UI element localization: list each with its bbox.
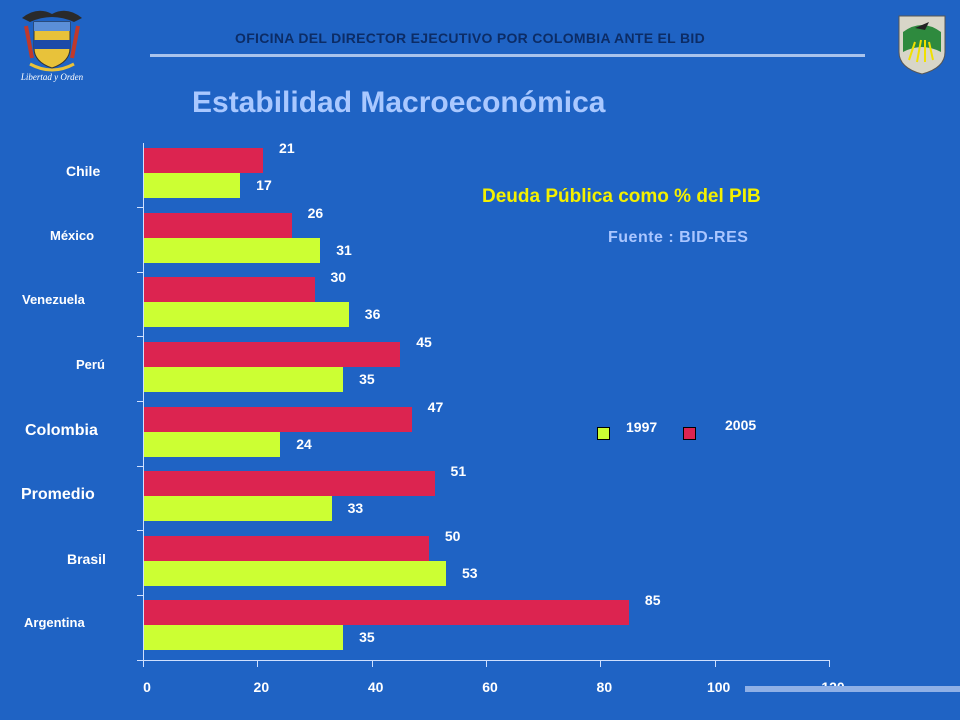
data-label-2005: 26 — [307, 204, 324, 221]
bar-2005 — [143, 148, 264, 173]
x-axis-tick — [143, 660, 144, 667]
x-tick-label: 60 — [482, 679, 498, 695]
data-label-2005: 45 — [416, 333, 432, 350]
bar-2005 — [143, 406, 412, 432]
data-label-2005: 85 — [644, 592, 661, 609]
bar-1997 — [143, 431, 281, 457]
bar-1997 — [143, 496, 332, 522]
y-axis-line — [143, 143, 144, 660]
x-tick-label: 40 — [367, 679, 384, 695]
bar-2005 — [143, 535, 429, 561]
category-label: Venezuela — [22, 292, 85, 308]
idb-logo-icon — [895, 12, 949, 76]
category-label: Brasil — [67, 550, 106, 567]
x-axis-tick — [714, 660, 716, 667]
category-label: Colombia — [25, 421, 98, 439]
x-tick-label: 100 — [706, 679, 731, 695]
data-label-2005: 51 — [450, 463, 467, 480]
bar-1997 — [143, 237, 321, 263]
legend-label-1997: 1997 — [626, 419, 658, 435]
bar-1997 — [143, 366, 344, 392]
data-label-1997: 17 — [256, 177, 272, 193]
y-axis-tick — [137, 659, 143, 661]
y-axis-tick — [137, 336, 143, 338]
data-label-1997: 35 — [359, 629, 375, 646]
legend-swatch-2005 — [683, 427, 696, 440]
data-label-1997: 36 — [364, 306, 381, 323]
y-axis-tick — [137, 271, 143, 273]
y-axis-tick — [137, 465, 143, 467]
category-label: Promedio — [21, 486, 95, 504]
footer-divider — [745, 686, 960, 692]
x-tick-label: 0 — [143, 679, 151, 695]
x-tick-label: 80 — [596, 679, 613, 695]
data-label-1997: 31 — [336, 241, 352, 258]
data-label-2005: 47 — [427, 398, 444, 415]
colombia-coat-of-arms-icon: Libertad y Orden — [12, 4, 92, 82]
chart-source: Fuente : BID-RES — [608, 229, 749, 246]
header-divider — [150, 54, 865, 57]
data-label-2005: 30 — [330, 269, 347, 286]
bar-1997 — [143, 625, 344, 651]
data-label-2005: 21 — [279, 140, 295, 156]
x-axis-tick — [829, 660, 830, 667]
x-tick-label: 20 — [253, 679, 270, 695]
bar-1997 — [143, 173, 241, 198]
category-label: México — [50, 227, 95, 243]
data-label-1997: 24 — [296, 435, 312, 452]
data-label-1997: 53 — [461, 564, 478, 581]
bar-2005 — [143, 471, 435, 497]
y-axis-tick — [137, 207, 143, 209]
bar-2005 — [143, 600, 629, 626]
legend-label-2005: 2005 — [725, 417, 757, 433]
data-label-1997: 35 — [359, 370, 375, 387]
x-axis-tick — [257, 660, 259, 667]
y-axis-tick — [137, 530, 143, 532]
legend-swatch-1997 — [597, 427, 610, 440]
page-header: OFICINA DEL DIRECTOR EJECUTIVO POR COLOM… — [235, 30, 705, 46]
x-axis-tick — [600, 660, 602, 667]
page-title: Estabilidad Macroeconómica — [192, 86, 606, 119]
bar-2005 — [143, 277, 315, 303]
x-axis-tick — [371, 660, 373, 667]
category-label: Chile — [66, 163, 101, 179]
y-axis-tick — [137, 401, 143, 402]
bar-2005 — [143, 212, 292, 238]
category-label: Perú — [76, 356, 105, 372]
data-label-1997: 33 — [347, 500, 364, 517]
data-label-2005: 50 — [444, 527, 461, 544]
chart-title: Deuda Pública como % del PIB — [482, 186, 761, 207]
bar-1997 — [143, 560, 446, 586]
category-label: Argentina — [24, 615, 85, 631]
x-axis-tick — [486, 660, 487, 667]
bar-1997 — [143, 302, 349, 328]
svg-text:Libertad y Orden: Libertad y Orden — [20, 72, 84, 82]
bar-2005 — [143, 341, 401, 367]
y-axis-tick — [137, 594, 143, 596]
